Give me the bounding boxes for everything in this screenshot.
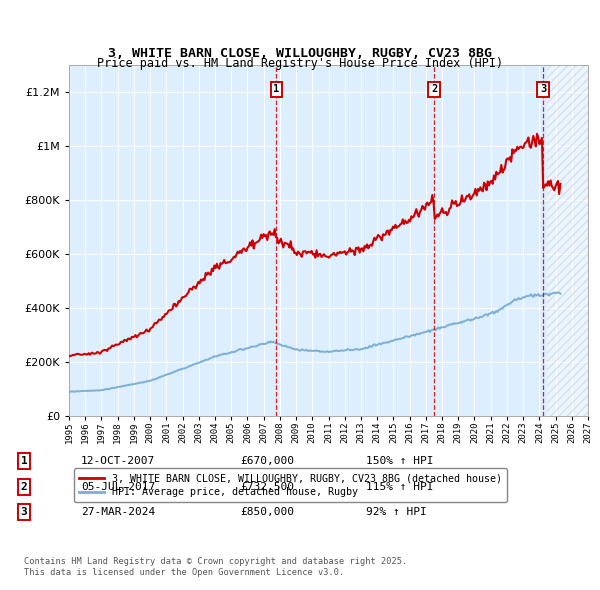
Text: 3, WHITE BARN CLOSE, WILLOUGHBY, RUGBY, CV23 8BG: 3, WHITE BARN CLOSE, WILLOUGHBY, RUGBY, … (108, 47, 492, 60)
Text: 115% ↑ HPI: 115% ↑ HPI (366, 482, 433, 491)
Text: This data is licensed under the Open Government Licence v3.0.: This data is licensed under the Open Gov… (24, 568, 344, 577)
Text: 27-MAR-2024: 27-MAR-2024 (81, 507, 155, 517)
Text: Contains HM Land Registry data © Crown copyright and database right 2025.: Contains HM Land Registry data © Crown c… (24, 557, 407, 566)
Text: £670,000: £670,000 (240, 457, 294, 466)
Text: 3: 3 (540, 84, 546, 94)
Text: £732,500: £732,500 (240, 482, 294, 491)
Text: 1: 1 (274, 84, 280, 94)
Text: 2: 2 (20, 482, 28, 491)
Legend: 3, WHITE BARN CLOSE, WILLOUGHBY, RUGBY, CV23 8BG (detached house), HPI: Average : 3, WHITE BARN CLOSE, WILLOUGHBY, RUGBY, … (74, 468, 507, 502)
Text: 92% ↑ HPI: 92% ↑ HPI (366, 507, 427, 517)
Text: 05-JUL-2017: 05-JUL-2017 (81, 482, 155, 491)
Bar (547, 65, 588, 416)
Text: Price paid vs. HM Land Registry's House Price Index (HPI): Price paid vs. HM Land Registry's House … (97, 57, 503, 70)
Text: 3: 3 (20, 507, 28, 517)
Text: 1: 1 (20, 457, 28, 466)
Text: £850,000: £850,000 (240, 507, 294, 517)
Text: 12-OCT-2007: 12-OCT-2007 (81, 457, 155, 466)
Text: 150% ↑ HPI: 150% ↑ HPI (366, 457, 433, 466)
Text: 2: 2 (431, 84, 437, 94)
